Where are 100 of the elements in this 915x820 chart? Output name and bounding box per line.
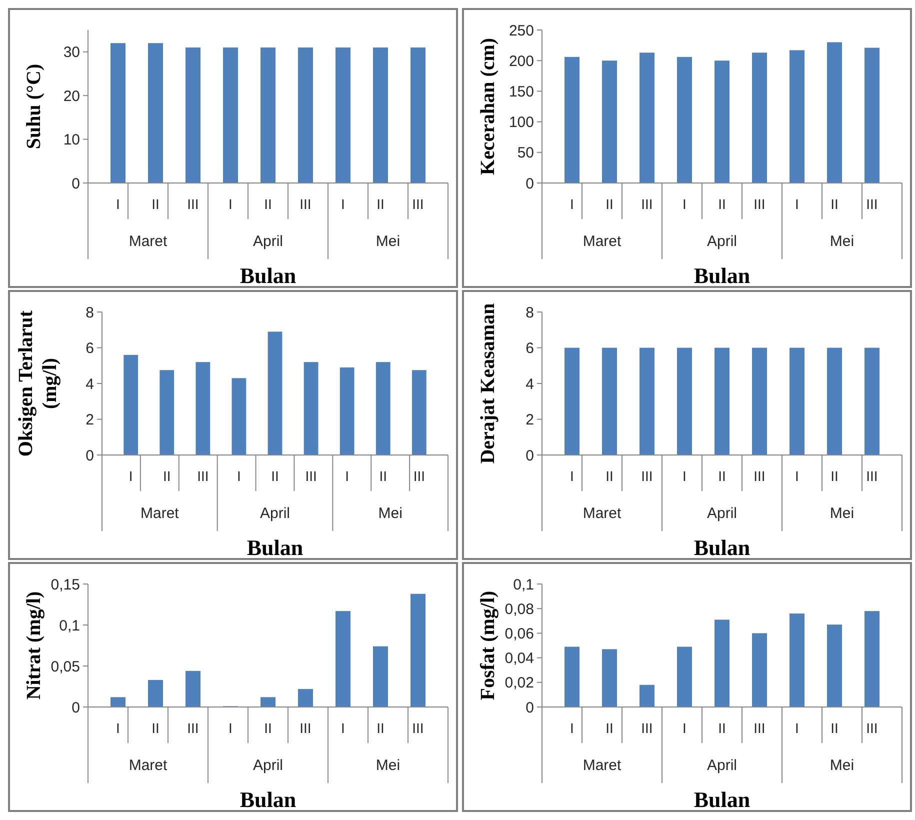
y-tick-label: 250 [508,22,534,40]
y-tick-label: 8 [86,304,94,322]
text: Maret [582,505,622,522]
x-tick-label: III [300,720,312,736]
text: Maret [582,233,622,250]
y-tick-label: 0,02 [504,674,534,692]
x-tick-label: I [682,720,686,736]
text: April [706,757,738,774]
y-tick-label: 100 [508,114,534,132]
text: Mei [378,505,402,522]
x-tick-label: I [228,196,232,212]
x-tick-label: I [116,196,120,212]
y-axis-title: Nitrat (mg/l) [23,591,45,700]
text: Maret [128,233,168,250]
y-tick-label: 0 [72,699,80,716]
x-tick-label: II [606,720,614,736]
x-tick-label: I [341,196,345,212]
x-tick-label: III [413,468,426,484]
x-tick-label: I [116,720,120,736]
text: Maret [582,757,622,774]
y-tick-label: 150 [508,83,534,100]
y-tick-label: 0 [72,175,80,192]
x-tick-label: III [754,196,766,212]
x-axis-title: Bulan [694,535,750,560]
x-tick-label: III [641,720,653,736]
y-tick-label: 50 [517,144,534,162]
x-tick-label: II [830,720,838,736]
x-tick-label: II [718,720,726,736]
text: Maret [128,757,168,774]
text: Mei [376,757,400,774]
x-tick-label: II [376,720,384,736]
y-tick-label: 10 [63,132,80,149]
x-tick-label: III [412,196,424,212]
x-tick-label: III [187,720,199,736]
x-axis-title: Bulan [246,535,304,560]
y-tick-label: 4 [86,376,94,393]
text: April [260,505,290,522]
y-tick-label: 0 [526,175,534,192]
x-tick-label: III [754,720,766,736]
x-tick-label: I [795,468,799,484]
x-tick-label: II [264,720,272,736]
y-tick-label: 0 [526,699,534,716]
y-tick-label: 0,05 [50,658,80,676]
x-tick-label: II [271,468,279,484]
y-tick-label: 0,06 [504,625,534,642]
y-tick-label: 0,08 [504,600,534,618]
text: April [252,233,284,250]
x-axis-title: Bulan [240,263,296,288]
x-tick-label: I [570,196,574,212]
x-tick-label: I [228,720,232,736]
y-tick-label: 0,1 [513,576,534,594]
y-tick-label: 2 [86,412,94,428]
x-tick-label: II [264,196,272,212]
x-tick-label: III [300,196,312,212]
x-tick-label: II [718,468,726,484]
x-tick-label: I [682,468,686,484]
y-axis-title: Derajat Keasaman [477,303,499,464]
y-axis-title: Suhu (°C) [23,64,45,150]
x-tick-label: III [641,468,653,484]
x-tick-label: III [866,720,878,736]
text: April [706,233,738,250]
y-tick-label: 200 [508,52,534,70]
x-tick-label: II [606,468,614,484]
x-tick-label: I [341,720,345,736]
y-axis-title: Kecerahan (cm) [477,38,499,176]
x-axis-title: Bulan [240,787,296,812]
x-tick-label: III [412,720,424,736]
y-tick-label: 0 [526,447,534,464]
x-tick-label: I [570,720,574,736]
text: Mei [376,233,400,250]
x-tick-label: II [152,196,160,212]
y-tick-label: 6 [86,340,94,357]
x-tick-label: I [682,196,686,212]
x-tick-label: III [754,468,766,484]
y-tick-label: 0,04 [504,650,534,668]
y-tick-label: 2 [526,412,534,428]
x-tick-label: II [830,196,838,212]
x-tick-label: I [795,720,799,736]
y-tick-label: 0,15 [50,576,80,594]
x-tick-label: I [795,196,799,212]
text: Mei [830,505,854,522]
x-tick-label: II [152,720,160,736]
y-tick-label: 0,1 [59,617,80,634]
x-tick-label: II [376,196,384,212]
text: Mei [830,757,854,774]
y-tick-label: 8 [526,304,534,322]
x-tick-label: II [830,468,838,484]
y-tick-label: 20 [63,88,80,105]
x-tick-label: III [866,468,878,484]
x-tick-label: II [718,196,726,212]
text: Mei [830,233,854,250]
x-tick-label: III [866,196,878,212]
x-tick-label: III [197,468,209,484]
x-axis-title: Bulan [694,787,750,812]
x-tick-label: I [345,468,350,484]
x-tick-label: I [128,468,133,484]
y-axis-title: Oksigen Terlarut (mg/l) [15,310,61,457]
x-tick-label: I [570,468,574,484]
x-tick-label: II [162,468,171,484]
x-tick-label: II [606,196,614,212]
